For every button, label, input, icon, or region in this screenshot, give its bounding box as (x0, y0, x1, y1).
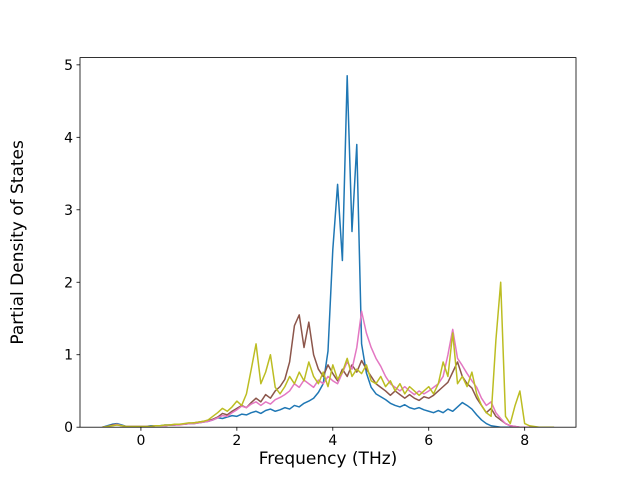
y-tick-label: 3 (64, 203, 73, 219)
line-series-4 (101, 281, 555, 428)
y-axis-label: Partial Density of States (8, 140, 28, 345)
line-series-1 (101, 74, 555, 428)
x-tick-label: 4 (328, 433, 337, 449)
x-tick-label: 6 (424, 433, 433, 449)
line-series-2 (101, 314, 555, 428)
y-tick-label: 4 (64, 130, 73, 146)
y-tick-label: 5 (64, 58, 73, 74)
x-tick-label: 0 (136, 433, 145, 449)
axes-frame (79, 57, 577, 428)
x-tick-label: 2 (232, 433, 241, 449)
y-tick-label: 2 (64, 275, 73, 291)
plot-area: 0 2 4 6 8 0 1 2 3 4 5 (64, 57, 577, 449)
x-axis-label: Frequency (THz) (259, 449, 398, 469)
y-tick-label: 1 (64, 348, 73, 364)
y-tick-label: 0 (64, 420, 73, 436)
line-series-3 (101, 310, 555, 428)
x-tick-label: 8 (520, 433, 529, 449)
